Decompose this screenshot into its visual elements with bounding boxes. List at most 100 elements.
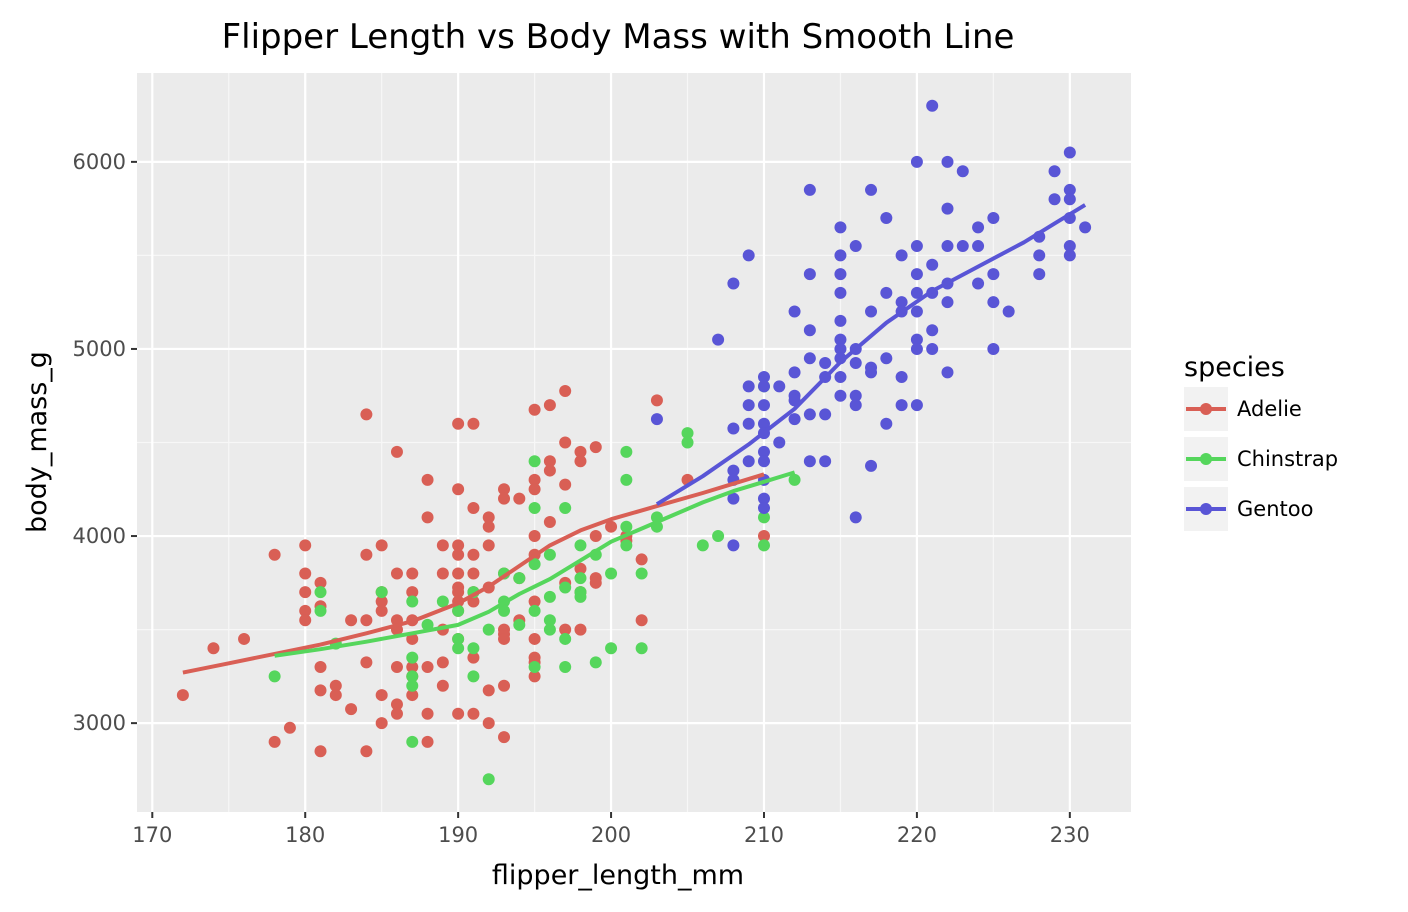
point-adelie <box>498 679 511 692</box>
point-chinstrap <box>605 642 618 655</box>
point-adelie <box>589 441 602 454</box>
point-adelie <box>574 562 587 575</box>
point-adelie <box>176 689 189 702</box>
point-adelie <box>757 530 770 543</box>
point-adelie <box>314 576 327 589</box>
point-gentoo <box>803 408 816 421</box>
point-gentoo <box>834 286 847 299</box>
point-gentoo <box>880 417 893 430</box>
point-adelie <box>421 473 434 486</box>
point-adelie <box>467 707 480 720</box>
point-chinstrap <box>620 520 633 533</box>
point-adelie <box>299 614 312 627</box>
point-gentoo <box>834 333 847 346</box>
point-gentoo <box>941 202 954 215</box>
point-gentoo <box>742 249 755 262</box>
point-gentoo <box>849 240 862 253</box>
point-gentoo <box>727 277 740 290</box>
point-chinstrap <box>574 590 587 603</box>
point-gentoo <box>742 455 755 468</box>
point-chinstrap <box>559 581 572 594</box>
grid-major <box>137 73 1131 812</box>
point-gentoo <box>987 342 1000 355</box>
point-adelie <box>268 548 281 561</box>
point-gentoo <box>819 356 832 369</box>
point-gentoo <box>1063 193 1076 206</box>
point-gentoo <box>727 464 740 477</box>
point-chinstrap <box>436 595 449 608</box>
point-gentoo <box>757 445 770 458</box>
point-chinstrap <box>543 623 556 636</box>
point-chinstrap <box>559 501 572 514</box>
point-adelie <box>513 492 526 505</box>
smooth-line-chinstrap <box>274 470 796 658</box>
point-adelie <box>436 539 449 552</box>
point-gentoo <box>910 333 923 346</box>
y-tick-label: 3000 <box>73 711 126 735</box>
point-gentoo <box>956 240 969 253</box>
point-chinstrap <box>482 773 495 786</box>
point-adelie <box>314 661 327 674</box>
point-adelie <box>360 745 373 758</box>
point-adelie <box>528 595 541 608</box>
point-gentoo <box>910 399 923 412</box>
point-adelie <box>390 698 403 711</box>
point-gentoo <box>987 268 1000 281</box>
point-adelie <box>421 511 434 524</box>
point-chinstrap <box>528 558 541 571</box>
point-gentoo <box>926 258 939 271</box>
point-gentoo <box>941 155 954 168</box>
point-chinstrap <box>498 604 511 617</box>
point-chinstrap <box>620 539 633 552</box>
point-gentoo <box>926 99 939 112</box>
point-chinstrap <box>696 539 709 552</box>
point-gentoo <box>910 286 923 299</box>
point-adelie <box>268 735 281 748</box>
point-adelie <box>299 539 312 552</box>
point-gentoo <box>803 183 816 196</box>
point-adelie <box>375 604 388 617</box>
point-adelie <box>452 539 465 552</box>
point-chinstrap <box>421 618 434 631</box>
x-tick-label: 200 <box>591 823 631 847</box>
point-chinstrap <box>543 614 556 627</box>
point-gentoo <box>819 455 832 468</box>
point-gentoo <box>727 492 740 505</box>
point-gentoo <box>803 455 816 468</box>
legend-point-chinstrap <box>1200 453 1212 465</box>
point-chinstrap <box>712 530 725 543</box>
point-gentoo <box>972 240 985 253</box>
point-adelie <box>498 492 511 505</box>
point-chinstrap <box>757 511 770 524</box>
point-adelie <box>421 661 434 674</box>
point-adelie <box>207 642 220 655</box>
point-gentoo <box>803 352 816 365</box>
y-tick-label: 5000 <box>73 337 126 361</box>
point-gentoo <box>910 305 923 318</box>
point-chinstrap <box>452 642 465 655</box>
point-adelie <box>452 548 465 561</box>
point-gentoo <box>727 422 740 435</box>
point-adelie <box>467 501 480 514</box>
point-adelie <box>482 717 495 730</box>
point-adelie <box>329 679 342 692</box>
point-adelie <box>375 539 388 552</box>
point-adelie <box>452 567 465 580</box>
point-adelie <box>650 394 663 407</box>
point-gentoo <box>819 408 832 421</box>
x-tick-label: 210 <box>744 823 784 847</box>
point-gentoo <box>1063 183 1076 196</box>
x-tick-label: 190 <box>438 823 478 847</box>
legend-label-adelie: Adelie <box>1237 397 1302 421</box>
point-adelie <box>375 717 388 730</box>
point-gentoo <box>773 436 786 449</box>
point-adelie <box>528 632 541 645</box>
point-adelie <box>283 721 296 734</box>
legend-label-gentoo: Gentoo <box>1237 497 1313 521</box>
point-gentoo <box>865 366 878 379</box>
point-gentoo <box>926 324 939 337</box>
point-gentoo <box>941 296 954 309</box>
point-gentoo <box>742 380 755 393</box>
point-gentoo <box>773 380 786 393</box>
